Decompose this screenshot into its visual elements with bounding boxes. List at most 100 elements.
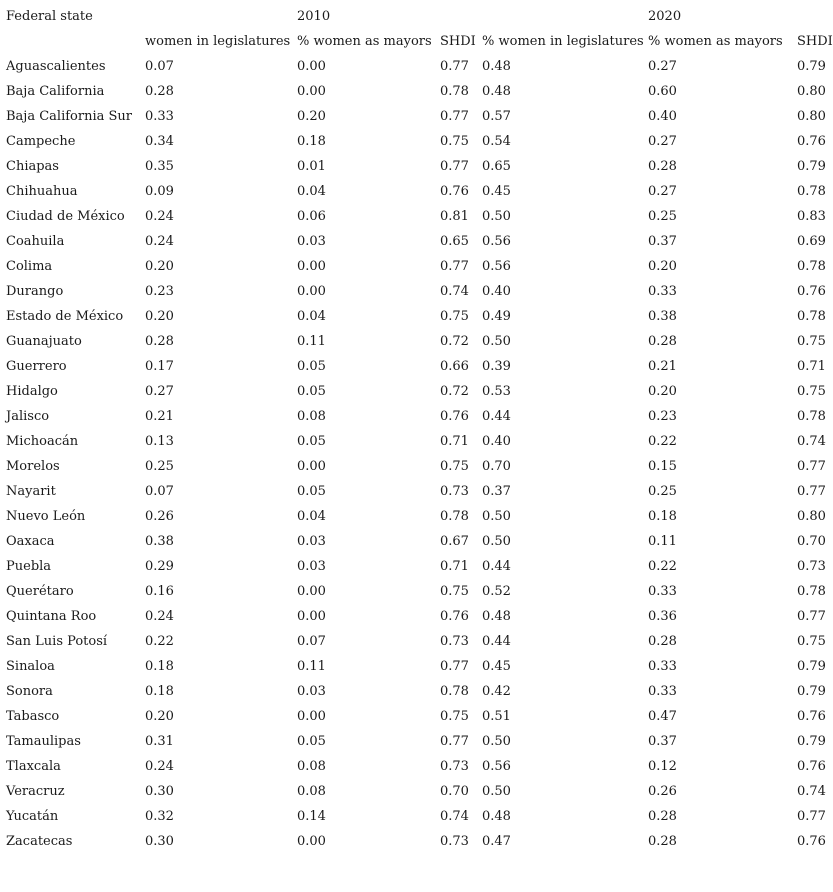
value-cell: 0.00 xyxy=(297,709,326,724)
table-row: Guanajuato 0.28 0.11 0.72 0.50 0.28 0.75 xyxy=(6,329,833,354)
table-row: Nayarit 0.07 0.05 0.73 0.37 0.25 0.77 xyxy=(6,479,833,504)
state-name-cell: Oaxaca xyxy=(6,534,55,549)
value-cell: 0.26 xyxy=(648,784,677,799)
value-cell: 0.24 xyxy=(145,609,174,624)
table-row: Tamaulipas 0.31 0.05 0.77 0.50 0.37 0.79 xyxy=(6,729,833,754)
value-cell: 0.24 xyxy=(145,209,174,224)
value-cell: 0.33 xyxy=(648,284,677,299)
value-cell: 0.05 xyxy=(297,384,326,399)
value-cell: 0.76 xyxy=(440,409,469,424)
value-cell: 0.20 xyxy=(145,309,174,324)
spacer-cell xyxy=(440,4,482,29)
value-cell: 0.04 xyxy=(297,309,326,324)
state-name-cell: Hidalgo xyxy=(6,384,58,399)
value-cell: 0.30 xyxy=(145,834,174,849)
table-row: Quintana Roo 0.24 0.00 0.76 0.48 0.36 0.77 xyxy=(6,604,833,629)
state-name-cell: Tamaulipas xyxy=(6,734,81,749)
value-cell: 0.26 xyxy=(145,509,174,524)
value-cell: 0.75 xyxy=(797,384,826,399)
value-cell: 0.39 xyxy=(482,359,511,374)
value-cell: 0.08 xyxy=(297,759,326,774)
table-row: Baja California 0.28 0.00 0.78 0.48 0.60 0.80 xyxy=(6,79,833,104)
value-cell: 0.47 xyxy=(482,834,511,849)
value-cell: 0.50 xyxy=(482,209,511,224)
value-cell: 0.80 xyxy=(797,509,826,524)
value-cell: 0.53 xyxy=(482,384,511,399)
value-cell: 0.77 xyxy=(440,109,469,124)
value-cell: 0.73 xyxy=(440,759,469,774)
value-cell: 0.27 xyxy=(648,134,677,149)
value-cell: 0.28 xyxy=(648,634,677,649)
value-cell: 0.40 xyxy=(482,434,511,449)
value-cell: 0.09 xyxy=(145,184,174,199)
value-cell: 0.79 xyxy=(797,684,826,699)
value-cell: 0.27 xyxy=(648,59,677,74)
value-cell: 0.49 xyxy=(482,309,511,324)
value-cell: 0.00 xyxy=(297,834,326,849)
value-cell: 0.71 xyxy=(797,359,826,374)
value-cell: 0.75 xyxy=(440,584,469,599)
value-cell: 0.20 xyxy=(648,384,677,399)
col-header-women-as-mayors-2010: % women as mayors xyxy=(297,34,432,49)
value-cell: 0.74 xyxy=(440,809,469,824)
value-cell: 0.00 xyxy=(297,259,326,274)
state-name-cell: Querétaro xyxy=(6,584,74,599)
spacer-cell xyxy=(6,29,145,54)
value-cell: 0.11 xyxy=(297,334,326,349)
state-name-cell: Nayarit xyxy=(6,484,56,499)
state-name-cell: Durango xyxy=(6,284,64,299)
table-row: Ciudad de México 0.24 0.06 0.81 0.50 0.25 0.83 xyxy=(6,204,833,229)
value-cell: 0.31 xyxy=(145,734,174,749)
state-name-cell: Veracruz xyxy=(6,784,65,799)
value-cell: 0.05 xyxy=(297,434,326,449)
value-cell: 0.25 xyxy=(145,459,174,474)
value-cell: 0.03 xyxy=(297,534,326,549)
value-cell: 0.20 xyxy=(297,109,326,124)
year-header-row: Federal state 2010 2020 xyxy=(6,4,833,29)
col-header-shdi-2020: SHDI xyxy=(797,34,833,49)
state-name-cell: Nuevo León xyxy=(6,509,86,524)
table-row: Hidalgo 0.27 0.05 0.72 0.53 0.20 0.75 xyxy=(6,379,833,404)
value-cell: 0.71 xyxy=(440,434,469,449)
table-row: Sinaloa 0.18 0.11 0.77 0.45 0.33 0.79 xyxy=(6,654,833,679)
value-cell: 0.07 xyxy=(145,59,174,74)
col-header-shdi-2010: SHDI xyxy=(440,34,476,49)
col-header-women-in-legislatures-2010: women in legislatures xyxy=(145,34,291,49)
value-cell: 0.76 xyxy=(440,184,469,199)
col-header-women-as-mayors-2020: % women as mayors xyxy=(648,34,783,49)
state-name-cell: San Luis Potosí xyxy=(6,634,108,649)
value-cell: 0.45 xyxy=(482,659,511,674)
sub-header-row: women in legislatures % women as mayors … xyxy=(6,29,833,54)
value-cell: 0.03 xyxy=(297,684,326,699)
value-cell: 0.75 xyxy=(797,634,826,649)
value-cell: 0.22 xyxy=(648,434,677,449)
value-cell: 0.76 xyxy=(797,134,826,149)
value-cell: 0.44 xyxy=(482,559,511,574)
value-cell: 0.27 xyxy=(648,184,677,199)
value-cell: 0.83 xyxy=(797,209,826,224)
state-name-cell: Zacatecas xyxy=(6,834,73,849)
value-cell: 0.48 xyxy=(482,809,511,824)
state-name-cell: Quintana Roo xyxy=(6,609,97,624)
value-cell: 0.70 xyxy=(482,459,511,474)
table-row: Morelos 0.25 0.00 0.75 0.70 0.15 0.77 xyxy=(6,454,833,479)
state-name-cell: Sonora xyxy=(6,684,53,699)
value-cell: 0.74 xyxy=(797,784,826,799)
value-cell: 0.33 xyxy=(648,684,677,699)
value-cell: 0.50 xyxy=(482,784,511,799)
value-cell: 0.78 xyxy=(440,84,469,99)
state-name-cell: Michoacán xyxy=(6,434,79,449)
value-cell: 0.20 xyxy=(145,709,174,724)
value-cell: 0.28 xyxy=(145,84,174,99)
value-cell: 0.77 xyxy=(440,734,469,749)
value-cell: 0.18 xyxy=(297,134,326,149)
value-cell: 0.28 xyxy=(648,159,677,174)
value-cell: 0.14 xyxy=(297,809,326,824)
value-cell: 0.32 xyxy=(145,809,174,824)
state-name-cell: Guanajuato xyxy=(6,334,82,349)
value-cell: 0.48 xyxy=(482,609,511,624)
value-cell: 0.77 xyxy=(797,809,826,824)
table-row: Veracruz 0.30 0.08 0.70 0.50 0.26 0.74 xyxy=(6,779,833,804)
value-cell: 0.78 xyxy=(440,509,469,524)
table-container: Federal state 2010 2020 women in legisla… xyxy=(6,4,833,854)
